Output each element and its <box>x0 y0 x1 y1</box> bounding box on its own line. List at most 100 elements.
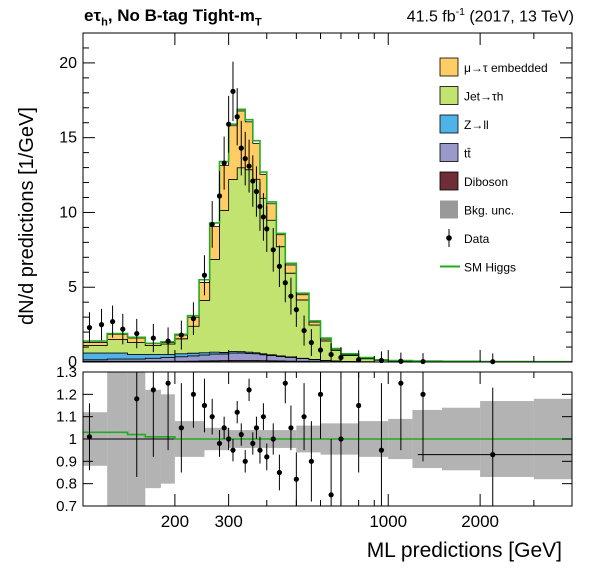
ratio-data-point <box>420 391 426 397</box>
ratio-data-point <box>165 380 171 386</box>
data-point <box>253 188 260 195</box>
ratio-data-point <box>238 431 244 438</box>
legend-label: Data <box>464 232 490 246</box>
ratio-data-point <box>260 414 267 420</box>
data-point <box>250 178 256 184</box>
ratio-y-tick-label: 1.3 <box>56 364 77 381</box>
data-point <box>150 335 156 341</box>
ratio-y-tick-label: 1.1 <box>56 409 77 426</box>
ratio-data-point <box>301 414 307 420</box>
data-point <box>190 316 197 322</box>
y-tick-label: 0 <box>68 354 77 371</box>
ratio-y-tick-label: 0.8 <box>56 476 77 493</box>
ratio-y-tick-label: 0.7 <box>56 498 77 515</box>
ratio-data-point <box>253 425 260 431</box>
plot-title: eτh, No B-tag Tight-mT <box>84 6 262 29</box>
ratio-data-point <box>216 440 223 447</box>
legend-label: Bkg. unc. <box>464 204 514 218</box>
ratio-data-point <box>234 409 240 415</box>
data-point <box>264 226 270 232</box>
main-panel-frame <box>82 32 573 363</box>
x-tick-label: 2000 <box>461 512 499 531</box>
legend-swatch <box>439 57 459 77</box>
ratio-data-point <box>328 492 334 498</box>
data-point <box>230 88 236 94</box>
data-point <box>398 358 404 364</box>
x-axis-label: ML predictions [GeV] <box>366 539 562 562</box>
data-point <box>134 330 140 337</box>
data-point <box>288 293 294 299</box>
data-point <box>282 280 288 286</box>
ratio-data-point <box>201 402 208 409</box>
legend-swatch <box>440 200 458 219</box>
luminosity-label: 41.5 fb-1 (2017, 13 TeV) <box>406 7 574 26</box>
data-point <box>178 332 184 338</box>
ratio-data-point <box>209 414 215 420</box>
data-point <box>98 322 105 328</box>
ratio-data-point <box>288 425 294 431</box>
ratio-data-point <box>293 476 299 482</box>
ratio-data-point <box>308 458 314 464</box>
legend-label: Diboson <box>464 175 508 189</box>
legend-swatch <box>446 235 452 241</box>
ratio-data-point <box>150 387 156 393</box>
ratio-data-point <box>257 447 263 453</box>
ratio-y-tick-label: 1 <box>69 431 77 448</box>
ratio-data-point <box>246 387 252 393</box>
ratio-data-point <box>221 425 227 431</box>
ratio-data-point <box>250 440 256 447</box>
ratio-data-point <box>86 434 93 440</box>
data-point <box>257 203 263 210</box>
legend-label: Jet→τh <box>464 90 503 104</box>
ratio-data-point <box>282 380 288 386</box>
data-point <box>246 163 252 169</box>
y-axis-label: dN/d predictions [1/GeV] <box>16 107 38 325</box>
data-point <box>109 319 116 325</box>
y-tick-label: 15 <box>59 130 77 147</box>
x-tick-label: 300 <box>214 512 242 531</box>
data-point <box>260 214 267 220</box>
y-tick-label: 10 <box>59 204 77 221</box>
data-point <box>293 307 299 313</box>
legend-label: SM Higgs <box>464 261 516 275</box>
ratio-data-point <box>134 396 140 402</box>
data-point <box>209 221 215 228</box>
data-point <box>234 114 240 120</box>
ratio-data-point <box>230 447 236 453</box>
sm-higgs-line <box>83 108 572 363</box>
ratio-data-point <box>378 447 385 453</box>
data-point <box>238 145 244 151</box>
data-point <box>270 247 276 253</box>
ratio-data-point <box>356 402 362 409</box>
stack-embedded <box>82 110 572 363</box>
ratio-y-tick-label: 0.9 <box>56 453 77 470</box>
x-tick-label: 1000 <box>369 512 407 531</box>
ratio-y-tick-label: 1.2 <box>56 386 77 403</box>
data-point <box>226 121 232 127</box>
ratio-data-point <box>226 436 232 442</box>
ratio-data-point <box>276 469 283 476</box>
data-point <box>242 156 248 162</box>
ratio-data-point <box>242 458 248 464</box>
ratio-data-point <box>264 454 270 460</box>
legend-swatch <box>439 86 459 105</box>
data-point <box>165 338 171 344</box>
ratio-data-point <box>398 380 404 386</box>
data-point <box>221 160 227 166</box>
data-point <box>301 327 307 334</box>
data-point <box>317 347 324 353</box>
data-point <box>201 272 208 278</box>
ratio-data-point <box>270 436 276 442</box>
x-tick-label: 200 <box>161 512 189 531</box>
data-point <box>86 325 93 331</box>
legend-label: tt̄ <box>464 147 471 161</box>
legend-swatch <box>439 114 459 134</box>
legend-label: Z→ll <box>464 118 489 132</box>
data-point <box>276 263 283 269</box>
ratio-data-point <box>317 391 324 397</box>
legend-label: μ→τ embedded <box>464 61 548 75</box>
data-point <box>308 339 314 346</box>
ratio-data-point <box>190 391 197 397</box>
ratio-data-point <box>178 425 184 431</box>
